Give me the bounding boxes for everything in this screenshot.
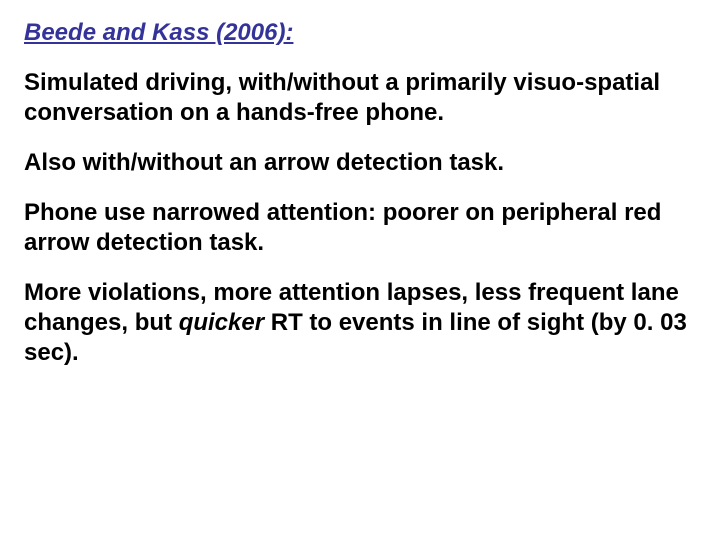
paragraph-4-emphasis: quicker — [179, 309, 264, 336]
paragraph-4: More violations, more attention lapses, … — [24, 278, 696, 368]
slide-container: Beede and Kass (2006): Simulated driving… — [0, 0, 720, 540]
slide-heading: Beede and Kass (2006): — [24, 18, 696, 48]
paragraph-1: Simulated driving, with/without a primar… — [24, 68, 696, 128]
paragraph-2: Also with/without an arrow detection tas… — [24, 148, 696, 178]
paragraph-3: Phone use narrowed attention: poorer on … — [24, 198, 696, 258]
